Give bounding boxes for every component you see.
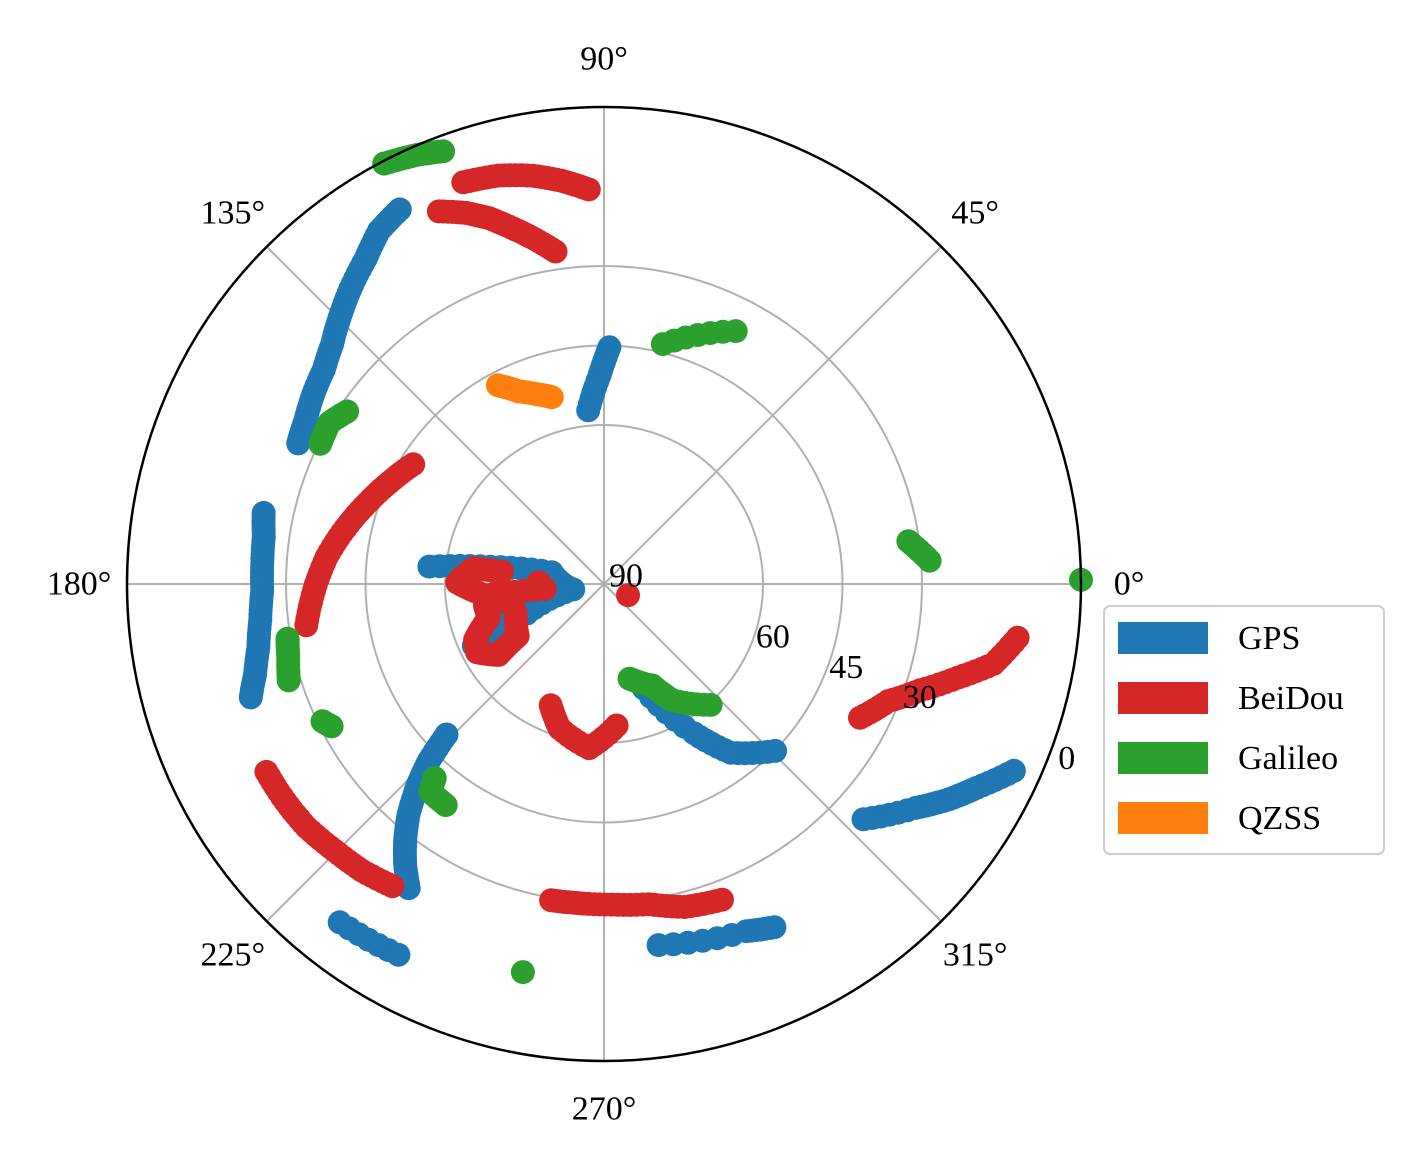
elevation-tick-labels: 90 60 45 30 0 bbox=[609, 558, 1075, 778]
legend-swatch-qzss bbox=[1118, 802, 1208, 834]
point-galileo bbox=[276, 668, 301, 693]
point-beidou bbox=[294, 613, 319, 638]
point-galileo bbox=[917, 548, 942, 573]
point-beidou bbox=[503, 600, 528, 625]
legend-frame bbox=[1103, 605, 1385, 855]
point-galileo bbox=[698, 692, 723, 717]
point-gps bbox=[763, 738, 788, 763]
point-beidou bbox=[426, 199, 451, 224]
point-galileo bbox=[510, 960, 535, 985]
point-beidou bbox=[526, 570, 551, 595]
point-qzss bbox=[539, 385, 564, 410]
elevation-tick-label-45: 45 bbox=[829, 649, 863, 686]
angle-tick-label-135: 135° bbox=[200, 194, 265, 231]
angle-tick-label-180: 180° bbox=[47, 566, 112, 603]
point-gps bbox=[286, 431, 311, 456]
point-galileo bbox=[308, 431, 333, 456]
elevation-tick-label-90: 90 bbox=[609, 558, 643, 595]
legend-swatch-galileo bbox=[1118, 742, 1208, 774]
legend-swatch-beidou bbox=[1118, 682, 1208, 714]
legend-label-gps: GPS bbox=[1238, 620, 1300, 657]
point-beidou bbox=[604, 713, 629, 738]
legend: GPS BeiDou Galileo QZSS bbox=[1103, 605, 1385, 855]
point-beidou bbox=[380, 874, 405, 899]
outer-ring bbox=[125, 105, 1083, 1063]
point-gps bbox=[1001, 758, 1026, 783]
angle-tick-label-315: 315° bbox=[943, 937, 1008, 974]
elevation-tick-label-0: 0 bbox=[1058, 740, 1075, 777]
series-qzss bbox=[485, 373, 564, 410]
angle-tick-label-90: 90° bbox=[580, 41, 628, 78]
point-gps bbox=[238, 685, 263, 710]
series-galileo bbox=[275, 139, 1093, 985]
angle-tick-label-45: 45° bbox=[951, 194, 999, 231]
point-beidou bbox=[451, 170, 476, 195]
angle-tick-label-225: 225° bbox=[200, 937, 265, 974]
point-beidou bbox=[710, 887, 734, 912]
legend-label-qzss: QZSS bbox=[1238, 800, 1321, 837]
polar-frame bbox=[125, 105, 1083, 1063]
legend-swatch-gps bbox=[1118, 622, 1208, 654]
point-galileo bbox=[433, 793, 458, 818]
point-beidou bbox=[1005, 625, 1030, 650]
point-gps bbox=[762, 915, 787, 940]
point-beidou bbox=[616, 583, 640, 608]
angle-tick-label-0: 0° bbox=[1114, 566, 1145, 603]
angle-tick-labels: 0° 45° 90° 135° 180° 225° 270° 315° bbox=[47, 41, 1145, 1128]
point-gps bbox=[576, 398, 601, 423]
elevation-tick-label-60: 60 bbox=[756, 618, 790, 655]
point-gps bbox=[327, 910, 352, 935]
series-beidou bbox=[254, 163, 1030, 919]
point-galileo bbox=[723, 319, 748, 344]
data-points bbox=[238, 139, 1093, 985]
legend-label-beidou: BeiDou bbox=[1238, 680, 1344, 717]
legend-label-galileo: Galileo bbox=[1238, 740, 1338, 777]
elevation-tick-label-30: 30 bbox=[903, 679, 937, 716]
point-galileo bbox=[319, 714, 344, 739]
angle-gridline-45 bbox=[603, 246, 942, 585]
angle-tick-label-270: 270° bbox=[572, 1091, 637, 1128]
angle-gridline-135 bbox=[266, 246, 605, 585]
